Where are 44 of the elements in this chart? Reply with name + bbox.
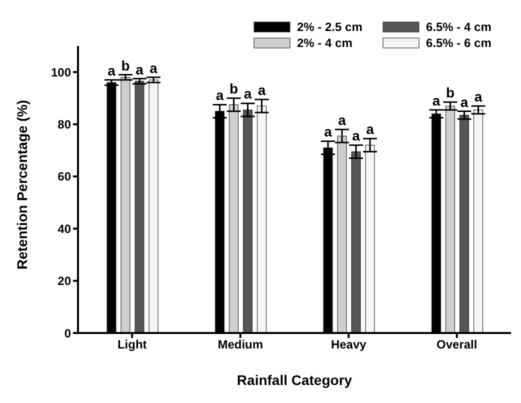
legend-label: 2% - 2.5 cm — [296, 20, 364, 34]
data-label: a — [108, 62, 116, 79]
bar — [365, 144, 375, 333]
y-tick-label: 20 — [58, 274, 72, 288]
data-label: a — [352, 127, 360, 144]
legend-label: 6.5% - 4 cm — [425, 20, 492, 34]
y-tick-label: 100 — [50, 65, 72, 80]
data-label: a — [216, 87, 224, 104]
data-label: b — [121, 57, 130, 74]
y-tick-label: 80 — [58, 118, 72, 132]
data-label: a — [366, 120, 374, 137]
y-tick-label: 40 — [58, 222, 72, 236]
data-label: a — [244, 86, 252, 102]
data-label: a — [460, 94, 468, 110]
bar — [242, 110, 253, 333]
bar — [148, 80, 158, 333]
y-tick-label: 60 — [58, 170, 72, 184]
x-tick-label: Heavy — [330, 338, 367, 352]
bar — [337, 136, 347, 333]
bar — [445, 106, 456, 333]
bar — [134, 80, 144, 333]
data-label: a — [432, 92, 440, 109]
bar — [351, 151, 361, 333]
data-label: a — [136, 61, 144, 78]
data-label: b — [229, 80, 238, 96]
x-axis-title: Rainfall Category — [236, 372, 352, 388]
bar — [473, 110, 484, 333]
x-tick-label: Overall — [436, 338, 478, 352]
bar — [228, 104, 239, 333]
x-tick-label: Light — [117, 338, 147, 352]
bar — [120, 77, 130, 333]
data-label: a — [338, 112, 346, 128]
data-label: a — [474, 88, 482, 105]
legend-label: 2% - 4 cm — [296, 36, 354, 50]
bar — [459, 114, 470, 333]
data-label: a — [258, 82, 266, 98]
y-tick-label: 0 — [64, 326, 72, 340]
legend-label: 6.5% - 6 cm — [425, 36, 492, 50]
data-label: b — [446, 84, 455, 101]
bar — [256, 106, 267, 333]
data-label: a — [150, 60, 158, 76]
y-axis-title: Retention Percentage (%) — [14, 100, 30, 270]
x-tick-label: Medium — [218, 338, 264, 352]
data-label: a — [324, 124, 332, 140]
